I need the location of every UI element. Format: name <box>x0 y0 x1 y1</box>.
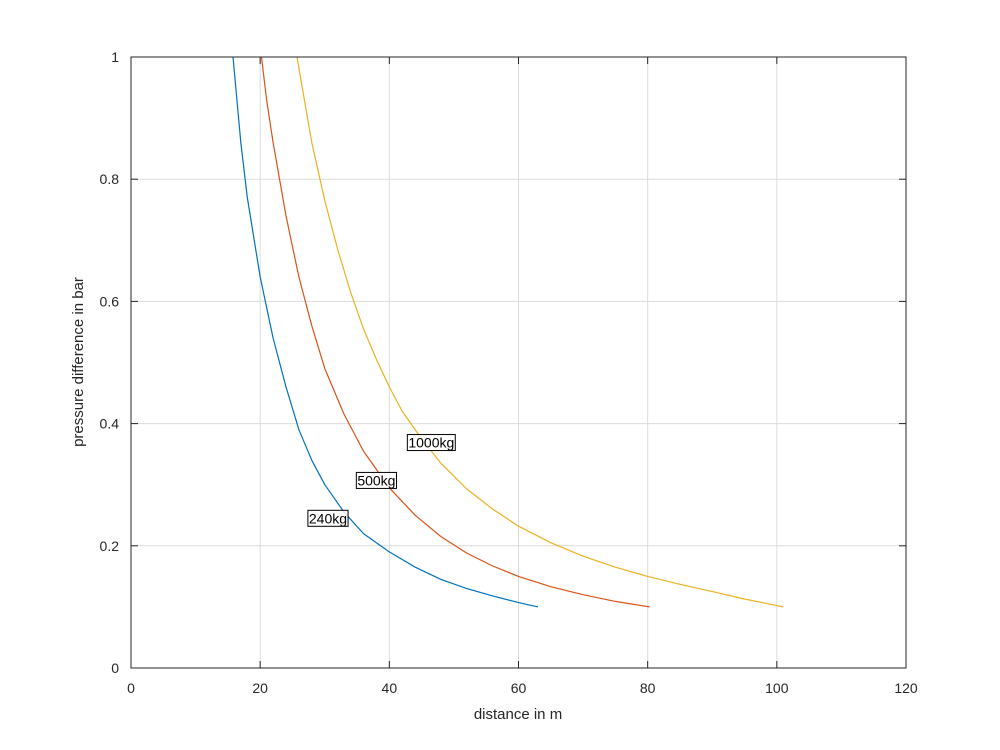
y-tick-label: 0 <box>111 660 119 676</box>
y-tick-label: 0.6 <box>100 293 120 309</box>
series-line-2 <box>296 56 784 608</box>
y-tick-label: 1 <box>111 49 119 65</box>
x-tick-label: 120 <box>894 680 918 696</box>
x-tick-label: 20 <box>252 680 268 696</box>
curve-label-box <box>355 471 397 489</box>
x-tick-label: 40 <box>382 680 398 696</box>
curve-label-box <box>406 434 456 452</box>
x-tick-label: 80 <box>640 680 656 696</box>
series-line-0 <box>232 56 539 608</box>
curve-label-0: 240kg <box>307 509 349 527</box>
x-tick-label: 60 <box>511 680 527 696</box>
y-tick-label: 0.8 <box>100 171 120 187</box>
curve-label-2: 1000kg <box>406 434 456 452</box>
x-axis-label: distance in m <box>474 706 562 723</box>
curve-label-1: 500kg <box>355 471 397 489</box>
curve-label-text: 500kg <box>357 472 395 488</box>
y-axis-label: pressure difference in bar <box>70 277 87 447</box>
ticks: 0 20 40 60 80 100 120 0 0.2 0.4 0.6 0.8 1 <box>100 49 918 696</box>
y-tick-label: 0.2 <box>100 538 120 554</box>
curve-label-box <box>307 509 349 527</box>
annotations: 240kg 500kg 1000kg <box>307 434 456 527</box>
x-tick-label: 100 <box>765 680 789 696</box>
x-tick-label: 0 <box>127 680 135 696</box>
y-tick-label: 0.4 <box>100 416 120 432</box>
curve-label-text: 240kg <box>309 510 347 526</box>
curve-label-text: 1000kg <box>408 435 454 451</box>
